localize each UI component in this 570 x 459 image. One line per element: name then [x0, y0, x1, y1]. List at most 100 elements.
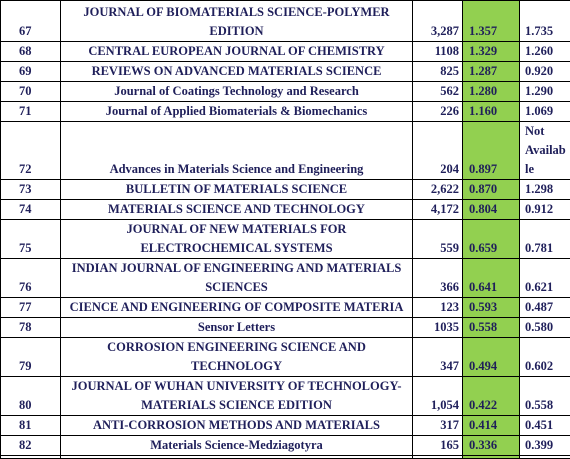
- total-cites: 562: [413, 82, 463, 102]
- journal-name: REVIEWS ON ADVANCED MATERIALS SCIENCE: [61, 62, 413, 82]
- journal-name: Materials Science-Medziagotyra: [61, 436, 413, 456]
- total-cites: 317: [413, 416, 463, 436]
- empty-cell: [520, 456, 570, 459]
- impact-factor: 1.329: [463, 42, 520, 62]
- five-year-impact: 0.580: [520, 318, 570, 338]
- rank: 75: [1, 220, 61, 259]
- total-cites: 1,054: [413, 377, 463, 416]
- total-cites: 3,287: [413, 1, 463, 42]
- impact-factor: 0.422: [463, 377, 520, 416]
- journal-name: ANTI-CORROSION METHODS AND MATERIALS: [61, 416, 413, 436]
- impact-factor: 1.160: [463, 102, 520, 122]
- empty-cell: [1, 456, 61, 459]
- impact-factor: 0.558: [463, 318, 520, 338]
- five-year-impact: 0.451: [520, 416, 570, 436]
- total-cites: 1108: [413, 42, 463, 62]
- five-year-impact: 0.558: [520, 377, 570, 416]
- rank: 73: [1, 180, 61, 200]
- rank: 72: [1, 122, 61, 180]
- impact-factor: 0.641: [463, 259, 520, 298]
- impact-factor: 1.280: [463, 82, 520, 102]
- rank: 76: [1, 259, 61, 298]
- empty-cell: [61, 456, 413, 459]
- total-cites: 204: [413, 122, 463, 180]
- total-cites: 123: [413, 298, 463, 318]
- impact-factor: 0.870: [463, 180, 520, 200]
- journal-name: CIENCE AND ENGINEERING OF COMPOSITE MATE…: [61, 298, 413, 318]
- five-year-impact: 0.487: [520, 298, 570, 318]
- impact-factor: 1.357: [463, 1, 520, 42]
- rank: 67: [1, 1, 61, 42]
- journal-name: CENTRAL EUROPEAN JOURNAL OF CHEMISTRY: [61, 42, 413, 62]
- journal-name: Sensor Letters: [61, 318, 413, 338]
- total-cites: 347: [413, 338, 463, 377]
- total-cites: 165: [413, 436, 463, 456]
- total-cites: 4,172: [413, 200, 463, 220]
- journal-name: JOURNAL OF NEW MATERIALS FOR ELECTROCHEM…: [61, 220, 413, 259]
- five-year-impact: 0.912: [520, 200, 570, 220]
- rank: 77: [1, 298, 61, 318]
- five-year-impact: 1.290: [520, 82, 570, 102]
- five-year-impact: 1.069: [520, 102, 570, 122]
- impact-factor: 0.336: [463, 436, 520, 456]
- table-row: [1, 456, 570, 459]
- journal-name: JOURNAL OF WUHAN UNIVERSITY OF TECHNOLOG…: [61, 377, 413, 416]
- total-cites: 226: [413, 102, 463, 122]
- rank: 68: [1, 42, 61, 62]
- five-year-impact: 0.602: [520, 338, 570, 377]
- rank: 69: [1, 62, 61, 82]
- five-year-impact: 1.735: [520, 1, 570, 42]
- empty-cell: [463, 456, 520, 459]
- journal-name: MATERIALS SCIENCE AND TECHNOLOGY: [61, 200, 413, 220]
- impact-factor: 0.414: [463, 416, 520, 436]
- total-cites: 366: [413, 259, 463, 298]
- five-year-impact: 0.920: [520, 62, 570, 82]
- five-year-impact: 1.260: [520, 42, 570, 62]
- rank: 74: [1, 200, 61, 220]
- total-cites: 1035: [413, 318, 463, 338]
- journal-name: JOURNAL OF BIOMATERIALS SCIENCE-POLYMER …: [61, 1, 413, 42]
- rank: 70: [1, 82, 61, 102]
- rank: 79: [1, 338, 61, 377]
- journal-name: Journal of Applied Biomaterials & Biomec…: [61, 102, 413, 122]
- journal-name: CORROSION ENGINEERING SCIENCE AND TECHNO…: [61, 338, 413, 377]
- impact-factor: 1.287: [463, 62, 520, 82]
- journal-name: INDIAN JOURNAL OF ENGINEERING AND MATERI…: [61, 259, 413, 298]
- rank: 71: [1, 102, 61, 122]
- five-year-impact: 0.781: [520, 220, 570, 259]
- total-cites: 825: [413, 62, 463, 82]
- impact-factor: 0.593: [463, 298, 520, 318]
- five-year-impact: 0.621: [520, 259, 570, 298]
- rank: 78: [1, 318, 61, 338]
- impact-factor: 0.659: [463, 220, 520, 259]
- five-year-impact: Not Available: [520, 122, 570, 180]
- total-cites: 559: [413, 220, 463, 259]
- impact-factor: 0.897: [463, 122, 520, 180]
- total-cites: 2,622: [413, 180, 463, 200]
- empty-cell: [413, 456, 463, 459]
- five-year-impact: 0.399: [520, 436, 570, 456]
- five-year-impact: 1.298: [520, 180, 570, 200]
- rank: 81: [1, 416, 61, 436]
- impact-factor: 0.804: [463, 200, 520, 220]
- journal-name: Advances in Materials Science and Engine…: [61, 122, 413, 180]
- rank: 82: [1, 436, 61, 456]
